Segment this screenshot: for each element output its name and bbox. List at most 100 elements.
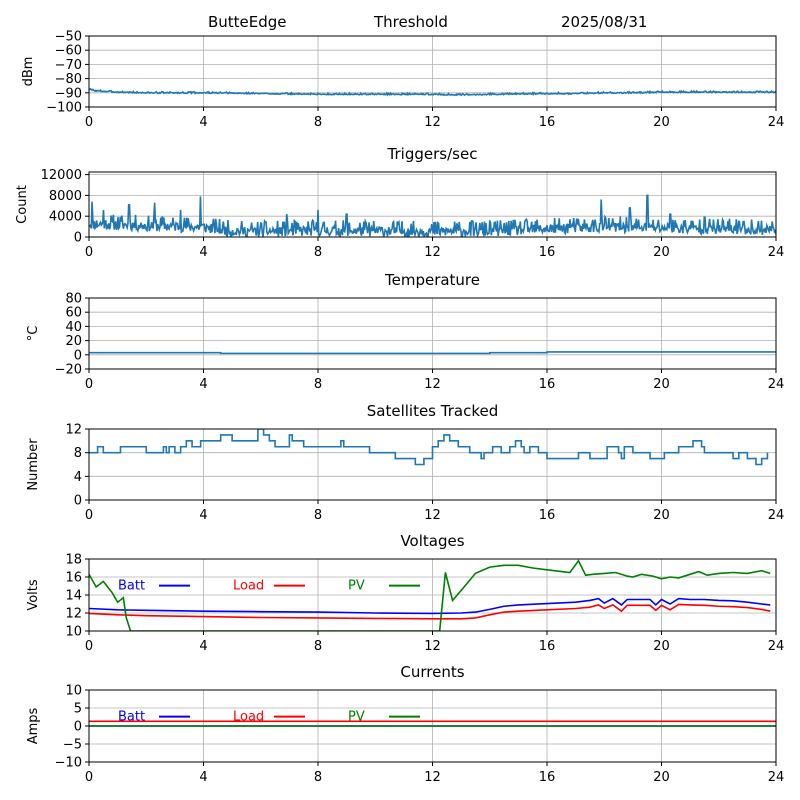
panel-3-xtick-label: 16: [539, 508, 556, 523]
panel-1-ylabel: Count: [15, 185, 30, 224]
panel-4-xtick-label: 24: [768, 639, 785, 654]
panel-1-ytick-label: 8000: [49, 189, 82, 204]
panel-2-xtick-label: 20: [653, 377, 670, 392]
panel-4-ytick-label: 14: [65, 589, 82, 604]
panel-5-legend-label-pv: PV: [348, 710, 365, 725]
panel-1-series-0-line: [89, 194, 776, 237]
panel-4-xtick-label: 12: [424, 639, 441, 654]
panel-1-ytick-label: 0: [74, 231, 82, 246]
panel-3-xtick-label: 24: [768, 508, 785, 523]
panel-0-xtick-label: 16: [539, 115, 556, 130]
panel-4-ytick-label: 12: [65, 607, 82, 622]
panel-5-title: Currents: [400, 663, 464, 681]
panel-2-title: Temperature: [384, 271, 480, 289]
panel-3-title: Satellites Tracked: [367, 402, 498, 420]
panel-1-xtick-label: 8: [314, 245, 322, 260]
panel-3-series-0-line: [89, 429, 769, 466]
panel-2-ytick-label: 60: [65, 306, 82, 321]
panel-3-ytick-label: 4: [74, 470, 82, 485]
panel-1-xtick-label: 24: [768, 245, 785, 260]
panel-0-ytick-label: −80: [55, 72, 82, 87]
panel-3-xtick-label: 20: [653, 508, 670, 523]
panel-4-xtick-label: 8: [314, 639, 322, 654]
panel-3-xtick-label: 4: [199, 508, 207, 523]
panel-3-xtick-label: 12: [424, 508, 441, 523]
panel-4-series-load-line: [89, 603, 771, 620]
panel-4-ytick-label: 16: [65, 571, 82, 586]
panel-3-ylabel: Number: [26, 438, 41, 491]
panel-0-ylabel: dBm: [21, 57, 36, 87]
panel-5-xtick-label: 24: [768, 770, 785, 785]
panel-0-ytick-label: −90: [55, 86, 82, 101]
panel-4-ytick-label: 10: [65, 625, 82, 640]
panel-4-series-pv-line: [89, 559, 771, 631]
panel-3-ytick-label: 0: [74, 494, 82, 509]
panel-0-series-0-line: [89, 87, 776, 97]
panel-3-xtick-label: 0: [85, 508, 93, 523]
panel-5-ytick-label: −10: [55, 756, 82, 771]
panel-0-xtick-label: 12: [424, 115, 441, 130]
panel-2-xtick-label: 16: [539, 377, 556, 392]
panel-4-legend-label-batt: Batt: [118, 579, 145, 594]
panel-4-xtick-label: 20: [653, 639, 670, 654]
panel-0-ytick-label: −100: [46, 101, 82, 116]
panel-0-xtick-label: 8: [314, 115, 322, 130]
panel-4-legend-label-pv: PV: [348, 579, 365, 594]
panel-5-xtick-label: 16: [539, 770, 556, 785]
panel-5-xtick-label: 8: [314, 770, 322, 785]
panel-0-xtick-label: 24: [768, 115, 785, 130]
panel-3-ytick-label: 12: [65, 423, 82, 438]
panel-5-xtick-label: 0: [85, 770, 93, 785]
panel-5-ytick-label: 5: [74, 702, 82, 717]
panel-1-xtick-label: 0: [85, 245, 93, 260]
panel-2-ytick-label: 80: [65, 292, 82, 307]
panel-2-xtick-label: 12: [424, 377, 441, 392]
panel-4-title: Voltages: [400, 532, 464, 550]
panel-4-xtick-label: 0: [85, 639, 93, 654]
panel-4-series-batt-line: [89, 597, 771, 615]
panel-1-ytick-label: 4000: [49, 210, 82, 225]
panel-2-xtick-label: 8: [314, 377, 322, 392]
header-station: ButteEdge: [208, 13, 287, 31]
panel-2-ytick-label: −20: [55, 363, 82, 378]
header-date: 2025/08/31: [561, 13, 647, 31]
panel-1-ytick-label: 12000: [41, 168, 82, 183]
panel-1-title: Triggers/sec: [387, 145, 478, 163]
panel-5-xtick-label: 20: [653, 770, 670, 785]
panel-4-ytick-label: 18: [65, 553, 82, 568]
panel-4-ylabel: Volts: [26, 579, 41, 611]
panel-4-xtick-label: 4: [199, 639, 207, 654]
panel-5-ytick-label: 0: [74, 720, 82, 735]
panel-3-xtick-label: 8: [314, 508, 322, 523]
panel-5-legend-label-load: Load: [233, 710, 264, 725]
panel-1-xtick-label: 12: [424, 245, 441, 260]
panel-1-xtick-label: 16: [539, 245, 556, 260]
panel-5-ylabel: Amps: [26, 707, 41, 744]
panel-5-ytick-label: −5: [63, 738, 82, 753]
panel-4-legend-label-load: Load: [233, 579, 264, 594]
panel-0-ytick-label: −60: [55, 44, 82, 59]
panel-0-ytick-label: −70: [55, 58, 82, 73]
panel-3-ytick-label: 8: [74, 446, 82, 461]
panel-2-xtick-label: 24: [768, 377, 785, 392]
panel-2-xtick-label: 4: [199, 377, 207, 392]
panel-2-ytick-label: 0: [74, 348, 82, 363]
panel-5-xtick-label: 4: [199, 770, 207, 785]
panel-5-xtick-label: 12: [424, 770, 441, 785]
panel-0-xtick-label: 0: [85, 115, 93, 130]
panel-0-ytick-label: −50: [55, 30, 82, 45]
panel-2-ylabel: °C: [26, 326, 41, 342]
panel-5-ytick-label: 10: [65, 684, 82, 699]
panel-0-xtick-label: 20: [653, 115, 670, 130]
panel-1-xtick-label: 20: [653, 245, 670, 260]
panel-5-legend-label-batt: Batt: [118, 710, 145, 725]
panel-1-xtick-label: 4: [199, 245, 207, 260]
panel-4-xtick-label: 16: [539, 639, 556, 654]
panel-2-series-0-line: [89, 351, 776, 355]
panel-2-ytick-label: 40: [65, 320, 82, 335]
header-panel-name: Threshold: [373, 13, 448, 31]
panel-2-ytick-label: 20: [65, 334, 82, 349]
panel-0-xtick-label: 4: [199, 115, 207, 130]
